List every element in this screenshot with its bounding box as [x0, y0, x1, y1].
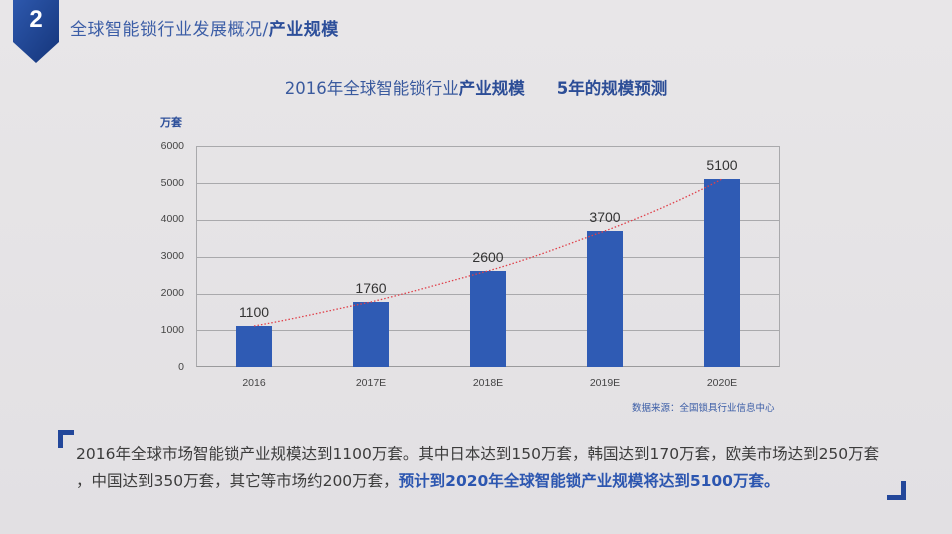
section-number: 2 — [29, 6, 43, 33]
y-tick: 5000 — [160, 177, 184, 189]
chart-title-part2: 5年的规模预测 — [556, 79, 668, 98]
bar-value-label: 5100 — [706, 157, 738, 173]
y-tick: 6000 — [160, 140, 184, 152]
bar-2018e — [470, 271, 506, 367]
y-tick: 1000 — [160, 324, 184, 336]
summary-line-1: 2016年全球市场智能锁产业规模达到1100万套。其中日本达到150万套，韩国达… — [76, 445, 880, 463]
bar-value-label: 2600 — [472, 249, 504, 265]
summary-highlight: 预计到2020年全球智能锁产业规模将达到5100万套。 — [398, 472, 780, 490]
y-tick: 4000 — [160, 213, 184, 225]
section-title-bold: 产业规模 — [268, 20, 339, 40]
y-tick: 0 — [178, 361, 184, 373]
gridline — [197, 257, 779, 258]
bar-value-label: 1100 — [238, 304, 270, 320]
section-title: 全球智能锁行业发展概况/产业规模 — [70, 15, 339, 40]
corner-bracket-top-left-icon — [58, 430, 74, 448]
section-badge — [13, 0, 59, 63]
x-tick: 2018E — [472, 377, 504, 389]
summary-line-2: ，中国达到350万套，其它等市场约200万套，预计到2020年全球智能锁产业规模… — [76, 468, 879, 495]
y-tick: 2000 — [160, 287, 184, 299]
bar-2020e — [704, 179, 740, 367]
bar-value-label: 3700 — [589, 209, 621, 225]
chart-title-part1: 2016年全球智能锁行业 — [284, 79, 459, 98]
data-source: 数据来源：全国锁具行业信息中心 — [632, 403, 775, 414]
corner-bracket-bottom-right-icon — [887, 481, 906, 500]
summary-text: 2016年全球市场智能锁产业规模达到1100万套。其中日本达到150万套，韩国达… — [76, 441, 879, 495]
bar-value-label: 1760 — [355, 280, 387, 296]
summary-line-2-regular: ，中国达到350万套，其它等市场约200万套， — [76, 472, 399, 490]
section-title-regular: 全球智能锁行业发展概况/ — [70, 20, 269, 40]
x-tick: 2020E — [706, 377, 738, 389]
gridline — [197, 183, 779, 184]
bar-2019e — [587, 231, 623, 367]
x-tick: 2019E — [589, 377, 621, 389]
chart-title: 2016年全球智能锁行业产业规模 5年的规模预测 — [0, 75, 952, 99]
bar-2016 — [236, 326, 272, 367]
x-tick: 2016 — [242, 377, 266, 389]
y-axis-unit: 万套 — [160, 116, 182, 129]
y-tick: 3000 — [160, 250, 184, 262]
gridline — [197, 220, 779, 221]
bar-2017e — [353, 302, 389, 367]
chart-title-part1-bold: 产业规模 — [458, 79, 525, 98]
x-tick: 2017E — [355, 377, 387, 389]
